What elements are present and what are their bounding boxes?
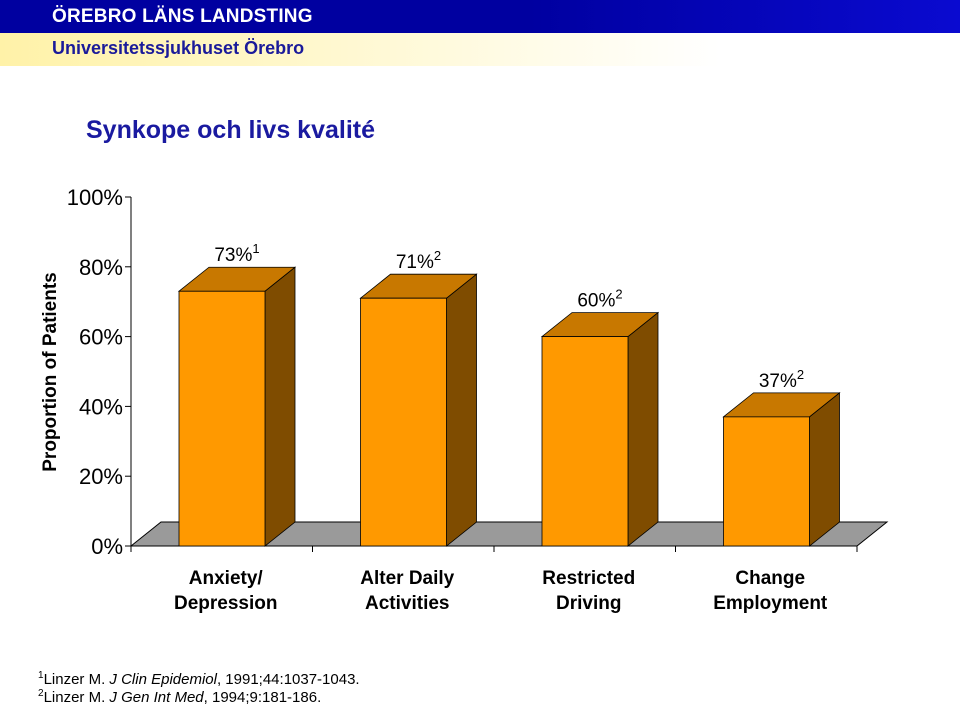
bar-side	[627, 311, 659, 547]
x-tick-label: Restricted	[542, 568, 635, 589]
y-tick-label: 100%	[67, 185, 123, 210]
bar-chart: 0% 20% 40% 60% 80% 100% Proportion of Patients…	[40, 185, 889, 614]
data-label: 73%1	[214, 241, 259, 266]
bar	[723, 416, 810, 547]
data-label-value: 73%	[214, 245, 252, 266]
y-tick-label: 20%	[79, 464, 123, 489]
footnote-author: Linzer M.	[43, 671, 110, 688]
x-tick-label: Driving	[556, 593, 621, 614]
page-title: Synkope och livs kvalité	[86, 116, 376, 144]
data-label-ref: 2	[615, 287, 622, 302]
data-label: 71%2	[396, 248, 441, 273]
footnote-journal: J Clin Epidemiol	[109, 671, 217, 688]
data-label-ref: 2	[797, 367, 804, 382]
data-label-value: 60%	[577, 291, 615, 312]
x-tick-label: Alter Daily	[360, 568, 454, 589]
y-tick-label: 0%	[91, 534, 123, 559]
x-tick-label: Employment	[713, 593, 828, 614]
footnote-ref: 2	[38, 688, 44, 699]
header-top-band	[0, 0, 960, 33]
bar	[360, 297, 447, 547]
y-tick-label: 80%	[79, 255, 123, 280]
org-subtitle: Universitetssjukhuset Örebro	[52, 38, 305, 58]
y-tick-label: 40%	[79, 394, 123, 419]
footnote-author: Linzer M.	[43, 689, 110, 706]
x-tick-label: Change	[735, 568, 805, 589]
bar-side	[264, 266, 296, 547]
data-label: 37%2	[759, 367, 804, 392]
footnote-ref: 1	[38, 670, 44, 681]
bar-side	[809, 392, 840, 547]
footnote-citation: , 1994;9:181-186.	[203, 689, 322, 706]
header-bar: ÖREBRO LÄNS LANDSTING Universitetssjukhu…	[0, 0, 960, 66]
x-tick-label: Anxiety/	[189, 568, 264, 589]
footnote-citation: , 1991;44:1037-1043.	[216, 671, 360, 688]
bar-side	[446, 273, 477, 547]
footnote-2: 2Linzer M. J Gen Int Med, 1994;9:181-186…	[38, 688, 321, 706]
data-label-ref: 2	[434, 248, 441, 263]
bar	[541, 336, 629, 547]
y-tick-label: 60%	[79, 325, 123, 350]
data-label: 60%2	[577, 287, 622, 312]
bar	[178, 290, 266, 547]
footnote-journal: J Gen Int Med	[109, 689, 204, 706]
data-label-value: 37%	[759, 371, 797, 392]
data-label-value: 71%	[396, 252, 434, 273]
header-bottom-band	[0, 33, 960, 66]
x-tick-label: Activities	[365, 593, 449, 614]
y-axis-label: Proportion of Patients	[40, 272, 61, 472]
org-name: ÖREBRO LÄNS LANDSTING	[52, 6, 313, 27]
footnote-1: 1Linzer M. J Clin Epidemiol, 1991;44:103…	[38, 670, 360, 688]
x-tick-label: Depression	[174, 593, 277, 614]
data-label-ref: 1	[252, 241, 259, 256]
